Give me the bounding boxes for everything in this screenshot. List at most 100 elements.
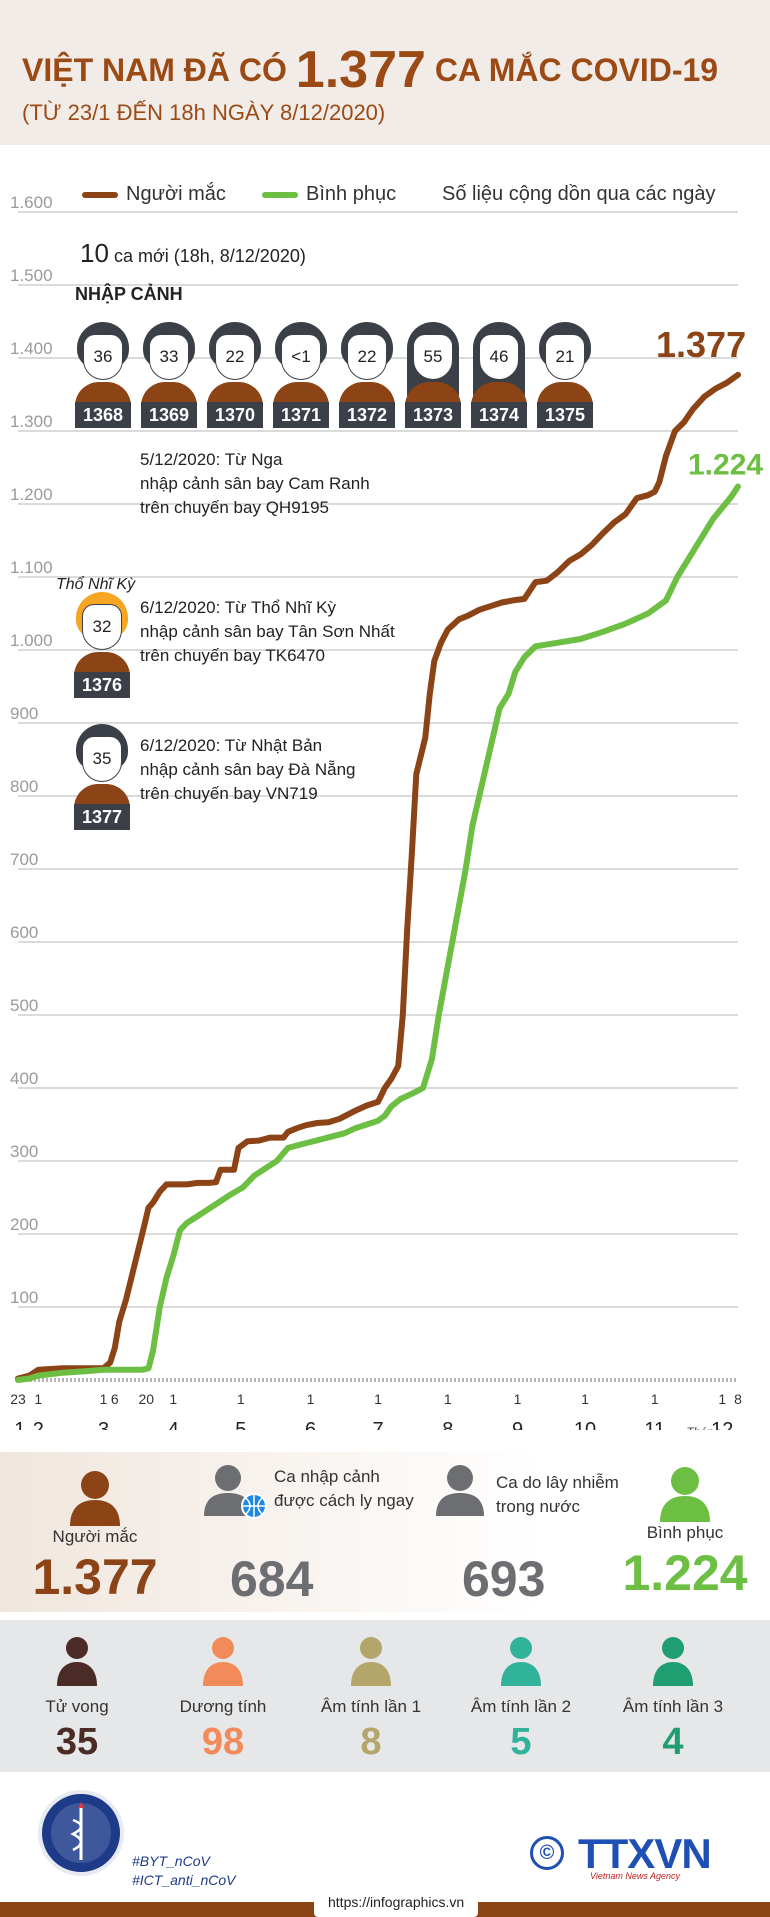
hashtags: #BYT_nCoV #ICT_anti_nCoV [132,1852,236,1890]
caduceus-icon [51,1802,111,1863]
y-tick-label: 1.000 [10,631,53,650]
day-tick-label: 1 [307,1391,315,1407]
day-tick-label: 1 [581,1391,589,1407]
note-line: 5/12/2020: Từ Nga [140,450,283,469]
y-tick-label: 700 [10,850,38,869]
copyright-icon: © [530,1836,564,1870]
month-label: 2 [33,1419,44,1430]
y-tick-label: 1.300 [10,412,53,431]
month-label: 6 [305,1419,316,1430]
patient-icon: 55 1373 [405,322,461,428]
detail-stat: Tử vong 35 [2,1636,152,1764]
detail-stat: Âm tính lần 2 5 [446,1636,596,1764]
patient-id: 1369 [141,402,197,428]
patient-icon: 46 1374 [471,322,527,428]
detail-value: 35 [55,1721,99,1763]
month-label: 5 [235,1419,246,1430]
detail-value: 98 [201,1721,245,1763]
month-label: 1 [14,1419,25,1430]
summary-infected-value: 1.377 [32,1549,158,1605]
summary-imported-value: 684 [230,1551,314,1607]
summary-domestic-value: 693 [462,1551,546,1607]
y-tick-label: 600 [10,923,38,942]
patient-age: 46 [479,334,519,380]
title-prefix: VIỆT NAM ĐÃ CÓ [22,52,287,88]
note-line: trên chuyến bay VN719 [140,784,318,803]
page-subtitle: (TỪ 23/1 ĐẾN 18h NGÀY 8/12/2020) [22,100,386,125]
month-label: 10 [574,1419,596,1430]
y-tick-label: 1.400 [10,339,53,358]
month-label: 8 [442,1419,453,1430]
summary-imported-label-2: được cách ly ngay [274,1491,414,1510]
detail-label: Âm tính lần 2 [470,1697,572,1716]
y-tick-label: 800 [10,777,38,796]
legend-infected-swatch [82,191,118,198]
patient-id: 1376 [74,672,130,698]
patient-icon: 22 1370 [207,322,263,428]
detail-label: Tử vong [45,1697,109,1716]
patient-id: 1368 [75,402,131,428]
footer-url[interactable]: https://infographics.vn [314,1889,479,1917]
note-line: 6/12/2020: Từ Nhật Bản [140,736,323,755]
ministry-of-health-logo [38,1790,124,1876]
y-tick-label: 1.600 [10,193,53,212]
patient-id: 1374 [471,402,527,428]
day-tick-label: 1 [34,1391,42,1407]
legend-note: Số liệu cộng dồn qua các ngày [442,183,716,205]
detail-label: Âm tính lần 1 [320,1697,422,1716]
day-tick-label: 1 [374,1391,382,1407]
series-end-label: 1.377 [656,324,746,365]
series-line-recovered [15,483,741,1383]
new-cases: 10 ca mới (18h, 8/12/2020) [80,238,306,269]
day-tick-label: 1 [514,1391,522,1407]
patient-icon: 36 1368 [75,322,131,428]
title-suffix: CA MẮC COVID-19 [434,52,719,88]
title-number: 1.377 [295,41,426,99]
new-cases-count: 10 [80,238,109,268]
person-icon [351,1637,391,1686]
patient-age: 33 [149,334,189,380]
y-tick-label: 300 [10,1142,38,1161]
day-tick-label: 8 [734,1391,742,1407]
legend-recovered-label: Bình phục [306,183,397,205]
patient-icon: 21 1375 [537,322,593,428]
cumulative-cases-chart: 100 200 300 400 500 600 700 800 900 1.000 1.100 1.2… [10,193,763,1430]
imported-section-label: NHẬP CẢNH [75,284,183,304]
month-label: 11 [644,1419,665,1430]
detail-stat: Dương tính 98 [148,1636,298,1764]
month-label: 3 [98,1419,109,1430]
note-3: 6/12/2020: Từ Nhật Bản nhập cảnh sân bay… [140,734,356,806]
note-line: nhập cảnh sân bay Đà Nẵng [140,760,356,779]
note-line: trên chuyến bay TK6470 [140,646,325,665]
legend-recovered-swatch [262,191,298,198]
note-line: trên chuyến bay QH9195 [140,498,330,517]
legend-infected-label: Người mắc [126,183,226,205]
detail-label: Dương tính [179,1697,267,1716]
summary-band [0,1452,770,1612]
detail-value: 5 [510,1721,532,1763]
detail-value: 8 [360,1721,382,1763]
patient-id: 1371 [273,402,329,428]
note-2: 6/12/2020: Từ Thổ Nhĩ Kỳ nhập cảnh sân b… [140,596,395,668]
y-tick-label: 500 [10,996,38,1015]
summary-infected-label: Người mắc [52,1527,138,1546]
month-label: 7 [372,1419,383,1430]
detail-label: Âm tính lần 3 [622,1697,724,1716]
patient-age: 21 [545,334,585,380]
y-tick-label: 900 [10,704,38,723]
page-title: VIỆT NAM ĐÃ CÓ 1.377 CA MẮC COVID-19 [22,40,718,100]
agency-subtitle: Vietnam News Agency [590,1871,681,1881]
summary-domestic-label-2: trong nước [496,1497,580,1516]
patient-icon: 33 1369 [141,322,197,428]
y-tick-label: 400 [10,1069,38,1088]
hashtag: #BYT_nCoV [132,1853,210,1869]
detail-stat: Âm tính lần 1 8 [296,1636,446,1764]
day-tick-label: 1 [651,1391,659,1407]
month-label: 12 [711,1419,733,1430]
patient-age: <1 [281,334,321,380]
patient-id: 1375 [537,402,593,428]
patient-age: 36 [83,334,123,380]
new-cases-text: ca mới (18h, 8/12/2020) [113,246,306,266]
hashtag: #ICT_anti_nCoV [132,1872,236,1888]
day-tick-label: 1 [718,1391,726,1407]
